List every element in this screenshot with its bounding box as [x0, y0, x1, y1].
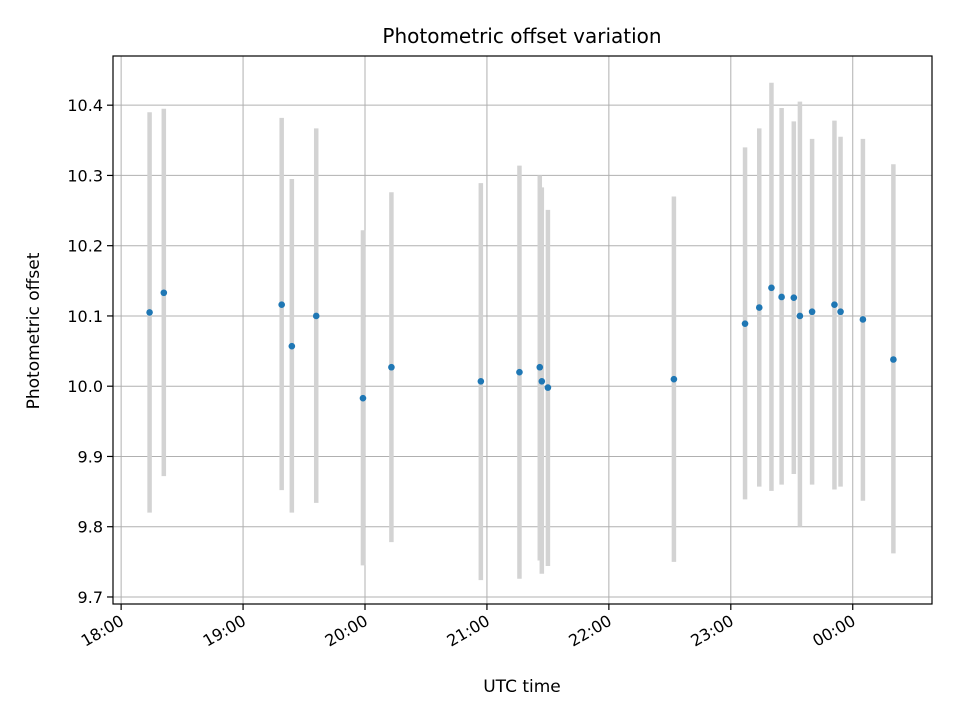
data-point	[859, 316, 867, 323]
data-point	[741, 320, 749, 327]
y-axis-label: Photometric offset	[24, 252, 44, 409]
y-tick-label: 10.0	[67, 377, 103, 396]
data-point	[837, 308, 844, 316]
y-tick-label: 10.2	[67, 237, 103, 256]
data-point	[755, 304, 763, 311]
data-points	[146, 284, 897, 402]
data-point	[538, 377, 546, 385]
data-point	[831, 301, 838, 309]
data-point	[778, 293, 785, 301]
y-tick-label: 9.7	[78, 588, 103, 607]
plot-frame	[112, 55, 933, 605]
data-point	[160, 289, 168, 297]
data-point	[536, 363, 544, 371]
data-point	[790, 294, 798, 301]
data-point	[288, 342, 296, 350]
data-point	[388, 363, 395, 371]
data-point	[890, 356, 897, 363]
data-point	[312, 312, 320, 320]
x-axis-label: UTC time	[483, 677, 561, 697]
data-point	[796, 312, 804, 320]
data-point	[544, 384, 552, 391]
y-tick-label: 9.9	[78, 447, 103, 466]
y-tick-label: 10.4	[67, 96, 103, 115]
chart-title: Photometric offset variation	[382, 24, 661, 48]
data-point	[768, 284, 775, 292]
data-point	[278, 301, 285, 309]
data-point	[516, 368, 523, 376]
y-tick-label: 10.3	[67, 166, 103, 185]
data-point	[477, 377, 485, 385]
data-point	[359, 394, 367, 402]
y-tick-label: 10.1	[67, 307, 103, 326]
data-point	[808, 308, 816, 316]
y-tick-label: 9.8	[78, 518, 103, 537]
data-point	[146, 309, 153, 316]
y-axis-ticks: 9.7 9.8 9.9 10.0 10.1 10.2 10.3 10.4	[67, 96, 113, 607]
data-point	[670, 375, 678, 383]
